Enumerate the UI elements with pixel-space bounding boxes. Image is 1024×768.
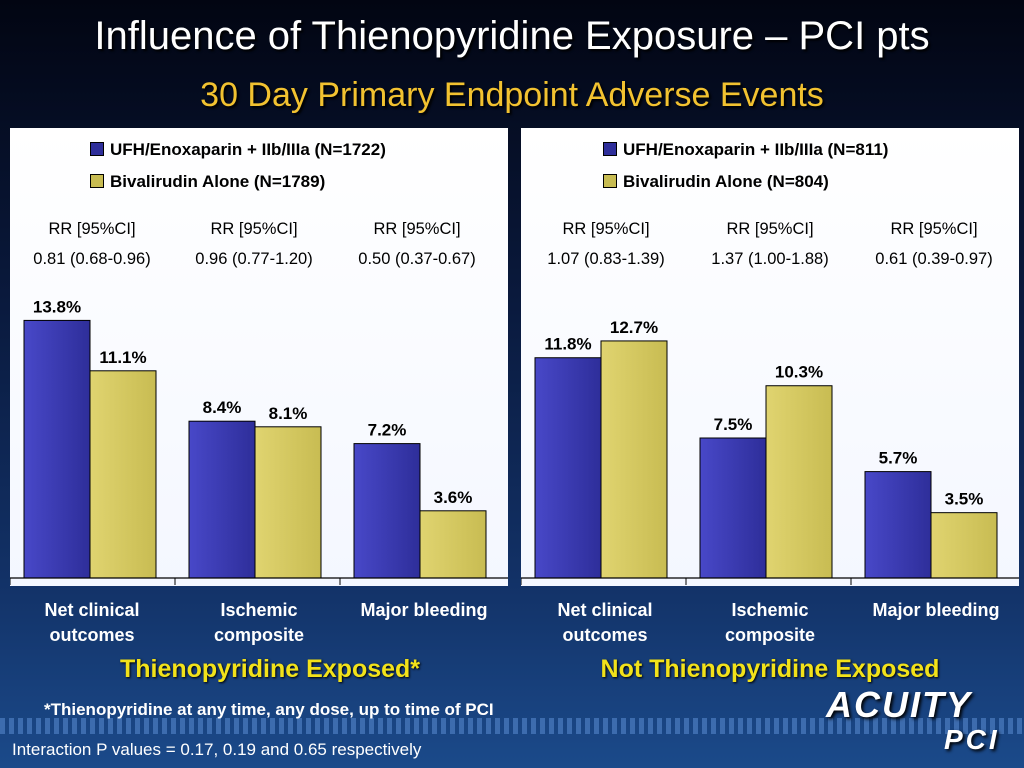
data-label: 10.3% [775, 363, 823, 382]
data-label: 3.5% [945, 490, 984, 509]
bar-series2 [600, 340, 668, 579]
x-tick-label: Net clinical outcomes [44, 600, 140, 645]
slide-title: Influence of Thienopyridine Exposure – P… [94, 14, 930, 58]
x-tick-label: Net clinical outcomes [557, 600, 653, 645]
x-tick-label: Ischemic composite [724, 600, 816, 645]
bar-series1 [188, 420, 256, 579]
data-label: 5.7% [879, 449, 918, 468]
bar-series1 [23, 319, 91, 579]
acuity-logo: ACUITY PCI [826, 684, 1000, 755]
bar-series1 [534, 357, 602, 579]
chart-panel-not-exposed: UFH/Enoxaparin + IIb/IIIa (N=811) Bivali… [521, 128, 1019, 586]
data-label: 3.6% [434, 488, 473, 507]
bar-series1 [864, 471, 932, 579]
data-label: 8.1% [269, 404, 308, 423]
rr-cell: RR [95%CI] 0.61 (0.39-0.97) [875, 220, 993, 268]
group-label-exposed: Thienopyridine Exposed* [119, 655, 421, 683]
bar-series2 [419, 510, 487, 579]
data-label: 11.1% [99, 348, 146, 367]
data-label: 12.7% [610, 318, 658, 337]
x-tick-label: Major bleeding [360, 600, 488, 620]
data-label: 7.5% [714, 415, 753, 434]
bar-chart-exposed: 13.8% 11.1% 8.4% 8.1% 7.2% 3.6% [10, 297, 508, 585]
chart-panel-exposed: UFH/Enoxaparin + IIb/IIIa (N=1722) Bival… [10, 128, 508, 586]
bar-series2 [89, 370, 157, 579]
legend-swatch-icon [603, 174, 617, 188]
legend-swatch-icon [90, 142, 104, 156]
bar-series1 [699, 437, 767, 579]
data-label: 7.2% [368, 421, 407, 440]
bar-series2 [930, 512, 998, 579]
data-label: 8.4% [203, 398, 242, 417]
rr-cell: RR [95%CI] 0.96 (0.77-1.20) [195, 220, 313, 268]
rr-cell: RR [95%CI] 1.37 (1.00-1.88) [711, 220, 829, 268]
footnote: *Thienopyridine at any time, any dose, u… [44, 700, 494, 719]
x-tick-label: Major bleeding [872, 600, 1000, 620]
group-label-not-exposed: Not Thienopyridine Exposed [600, 655, 940, 683]
legend-item-series1: UFH/Enoxaparin + IIb/IIIa (N=1722) [90, 140, 386, 160]
bar-series1 [353, 443, 421, 579]
bar-chart-not-exposed: 11.8% 12.7% 7.5% 10.3% 5.7% 3.5% [521, 318, 1019, 585]
rr-cell: RR [95%CI] 0.81 (0.68-0.96) [33, 220, 151, 268]
data-label: 13.8% [33, 297, 81, 316]
bar-series2 [254, 426, 322, 579]
legend-item-series2: Bivalirudin Alone (N=804) [603, 172, 829, 192]
data-label: 11.8% [544, 335, 591, 354]
interaction-note: Interaction P values = 0.17, 0.19 and 0.… [12, 740, 422, 759]
rr-cell: RR [95%CI] 0.50 (0.37-0.67) [358, 220, 476, 268]
legend-swatch-icon [90, 174, 104, 188]
legend-swatch-icon [603, 142, 617, 156]
legend-item-series2: Bivalirudin Alone (N=1789) [90, 172, 325, 192]
bar-series2 [765, 385, 833, 579]
slide-subtitle: 30 Day Primary Endpoint Adverse Events [200, 76, 824, 114]
x-tick-label: Ischemic composite [213, 600, 305, 645]
decorative-stripe [0, 718, 1024, 734]
rr-cell: RR [95%CI] 1.07 (0.83-1.39) [547, 220, 665, 268]
legend-item-series1: UFH/Enoxaparin + IIb/IIIa (N=811) [603, 140, 888, 160]
